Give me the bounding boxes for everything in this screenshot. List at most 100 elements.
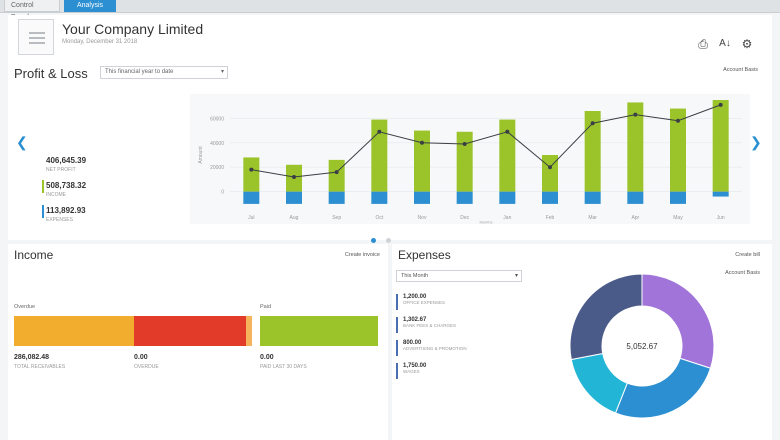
- expense-bar[interactable]: [371, 191, 388, 204]
- expense-bar[interactable]: [328, 191, 345, 204]
- tab-analysis[interactable]: Analysis: [64, 0, 116, 12]
- net-profit-point[interactable]: [292, 175, 296, 179]
- printer-icon[interactable]: ⎙: [698, 37, 708, 51]
- net-profit-point[interactable]: [505, 129, 510, 134]
- paid-label: Paid: [260, 304, 272, 310]
- expense-bar[interactable]: [286, 191, 302, 204]
- next-arrow-icon[interactable]: ❯: [750, 134, 762, 150]
- x-tick-label: Oct: [375, 215, 383, 221]
- y-tick-label: 40000: [210, 141, 224, 147]
- pl-period-select[interactable]: This financial year to date ▾: [100, 66, 228, 79]
- expense-bar[interactable]: [542, 191, 558, 204]
- expense-item[interactable]: 1,200.00 OFFICE EXPENSES: [396, 294, 516, 310]
- income-bar[interactable]: [584, 111, 601, 192]
- donut-slice[interactable]: [641, 273, 715, 369]
- x-tick-label: May: [673, 215, 683, 221]
- pl-period-value: This financial year to date: [105, 69, 174, 75]
- paid-segment[interactable]: [260, 316, 378, 346]
- income-bar[interactable]: [371, 119, 388, 192]
- income-bar[interactable]: [499, 119, 516, 192]
- overdue-sub-label: OVERDUE: [134, 364, 159, 370]
- expense-label: BANK FEES & CHARGES: [403, 323, 457, 328]
- expense-value: 1,302.67: [403, 317, 427, 323]
- income-bar[interactable]: [456, 131, 473, 192]
- company-name: Your Company Limited: [62, 21, 204, 37]
- net-profit-line: [251, 104, 721, 178]
- x-tick-label: Nov: [418, 215, 427, 221]
- text-size-icon[interactable]: A↓: [719, 38, 731, 49]
- net-profit-point[interactable]: [633, 112, 638, 117]
- chart-pager: [368, 230, 394, 248]
- expense-bar[interactable]: [584, 191, 601, 204]
- donut-slice[interactable]: [570, 352, 628, 414]
- net-profit-point[interactable]: [462, 142, 467, 146]
- net-profit-point[interactable]: [334, 170, 339, 175]
- chevron-down-icon: ▾: [220, 69, 224, 75]
- x-tick-label: Jan: [503, 215, 511, 221]
- x-axis-label: Months: [479, 220, 492, 225]
- expense-value: 1,200.00: [403, 294, 427, 300]
- pager-dot[interactable]: [386, 238, 392, 243]
- expenses-period-select[interactable]: This Month ▾: [396, 270, 522, 282]
- expense-bar[interactable]: [670, 191, 686, 204]
- receivables-value: 286,082.48: [14, 354, 50, 361]
- net-profit-point[interactable]: [548, 165, 552, 170]
- net-profit-point[interactable]: [249, 167, 254, 172]
- pl-title: Profit & Loss: [14, 66, 88, 81]
- income-value: 508,738.32: [46, 181, 87, 190]
- expense-item[interactable]: 800.00 ADVERTISING & PROMOTION: [396, 340, 516, 356]
- expense-label: OFFICE EXPENSES: [403, 300, 446, 305]
- due-segment[interactable]: [134, 316, 246, 346]
- net-profit-point[interactable]: [377, 129, 382, 134]
- income-bar[interactable]: [414, 130, 430, 192]
- expenses-label: EXPENSES: [46, 217, 73, 223]
- expenses-account-basis-link[interactable]: Account Basis: [725, 270, 760, 276]
- expense-label: ADVERTISING & PROMOTION: [403, 346, 467, 351]
- y-tick-label: 0: [221, 190, 224, 196]
- create-bill-link[interactable]: Create bill: [735, 252, 760, 258]
- income-bar[interactable]: [243, 157, 260, 192]
- net-profit-point[interactable]: [420, 140, 424, 145]
- income-bar[interactable]: [328, 159, 345, 192]
- income-bar[interactable]: [670, 108, 686, 192]
- income-panel: Income Create invoice Overdue Paid 286,0…: [8, 244, 388, 440]
- expense-bar[interactable]: [456, 191, 473, 204]
- net-profit-point[interactable]: [676, 118, 680, 123]
- net-profit-point[interactable]: [590, 121, 595, 126]
- expense-item[interactable]: 1,750.00 WAGES: [396, 363, 516, 379]
- pager-dot-active[interactable]: [371, 238, 376, 243]
- paid-sub-label: PAID LAST 30 DAYS: [260, 364, 307, 370]
- income-label: INCOME: [46, 192, 66, 198]
- create-invoice-link[interactable]: Create invoice: [344, 252, 380, 258]
- expense-bar[interactable]: [712, 191, 729, 197]
- income-bar[interactable]: [712, 100, 729, 192]
- donut-slice[interactable]: [614, 357, 712, 419]
- overdue-segment[interactable]: [14, 316, 134, 346]
- company-logo: [18, 19, 54, 55]
- due-soon-segment[interactable]: [246, 316, 252, 346]
- expense-bar[interactable]: [499, 191, 516, 204]
- y-axis-label: Amount: [198, 146, 204, 164]
- gear-icon[interactable]: ⚙: [741, 37, 753, 51]
- donut-slice[interactable]: [569, 273, 643, 361]
- net-profit-label: NET PROFIT: [46, 167, 76, 173]
- company-header: Your Company Limited Monday, December 31…: [8, 15, 772, 60]
- prev-arrow-icon[interactable]: ❮: [16, 134, 28, 150]
- expense-item[interactable]: 1,302.67 BANK FEES & CHARGES: [396, 317, 516, 333]
- expense-bar[interactable]: [414, 191, 430, 204]
- net-profit-point[interactable]: [718, 102, 723, 107]
- expenses-period-value: This Month: [401, 273, 429, 279]
- x-tick-label: Mar: [588, 215, 597, 221]
- expense-bar[interactable]: [243, 191, 260, 204]
- y-tick-label: 20000: [210, 165, 224, 171]
- x-tick-label: Aug: [290, 215, 299, 221]
- income-bar[interactable]: [627, 102, 644, 192]
- x-tick-label: Dec: [460, 215, 469, 221]
- expense-bar[interactable]: [627, 191, 644, 204]
- income-bar[interactable]: [542, 155, 558, 192]
- overdue-label: Overdue: [14, 304, 36, 310]
- pl-account-basis-link[interactable]: Account Basis: [723, 67, 758, 73]
- tab-control-panel[interactable]: Control Panel: [4, 0, 60, 21]
- expenses-donut-chart: 5,052.67: [569, 273, 715, 419]
